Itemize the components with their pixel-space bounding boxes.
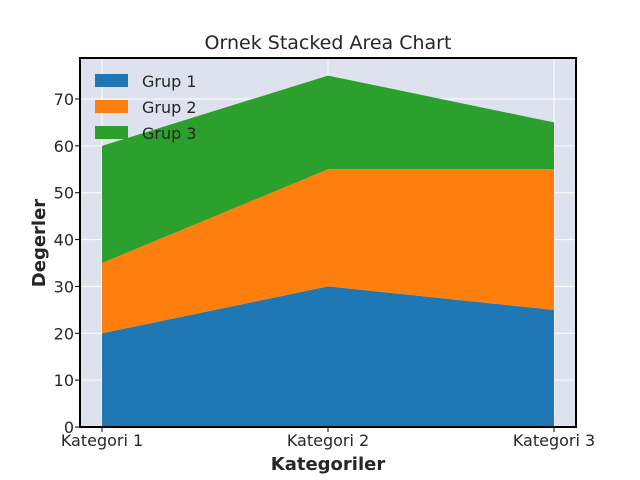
chart-title: Ornek Stacked Area Chart [205,32,452,54]
y-tick-label: 70 [54,90,74,109]
x-axis-label: Kategoriler [271,454,386,475]
legend-label-3: Grup 3 [142,124,197,143]
area-series-2 [102,169,554,334]
area-series [102,75,554,427]
y-tick-label: 20 [54,324,74,343]
x-tick-label: Kategori 1 [61,431,143,450]
x-tick-label: Kategori 3 [513,431,595,450]
y-tick-label: 0 [64,418,74,437]
area-series-1 [102,286,554,427]
area-series-3 [102,75,554,263]
legend-swatch-3 [95,126,128,139]
y-tick-label: 60 [54,137,74,156]
x-tick-label: Kategori 2 [287,431,369,450]
y-axis-ticks: 0 10 20 30 40 50 60 70 [54,90,80,437]
legend-label-1: Grup 1 [142,72,197,91]
legend-swatch-1 [95,74,128,87]
y-tick-label: 30 [54,277,74,296]
y-tick-label: 50 [54,184,74,203]
x-axis-ticks: Kategori 1 Kategori 2 Kategori 3 [61,427,595,450]
legend-swatch-2 [95,100,128,113]
legend-label-2: Grup 2 [142,98,197,117]
y-tick-label: 10 [54,371,74,390]
legend: Grup 1 Grup 2 Grup 3 [95,72,197,143]
y-tick-label: 40 [54,231,74,250]
y-axis-label: Degerler [29,199,50,287]
